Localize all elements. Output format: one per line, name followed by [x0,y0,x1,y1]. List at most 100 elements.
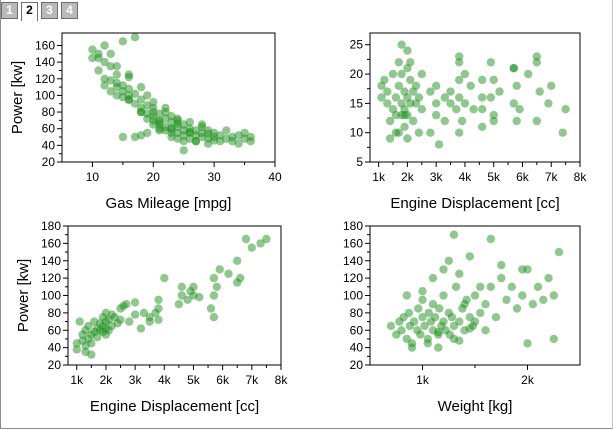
y-tick-label: 20 [350,358,364,372]
y-tick-label: 140 [41,254,61,268]
data-point [222,126,231,135]
x-tick-label: 8k [275,373,289,387]
data-point [124,72,134,82]
data-point [469,105,478,114]
data-point [409,317,419,326]
x-tick-label: 40 [268,170,282,184]
data-point [440,93,449,102]
y-tick-label: 160 [343,236,363,250]
data-point [439,265,448,274]
data-point [130,99,140,108]
data-point [179,146,188,155]
scatter-plot-2: 1k 2k 3k 4k 5k 6k 7k 8k 5 10 15 20 25 Engine Displace… [350,32,587,212]
data-point [143,91,152,100]
y-tick-label: 40 [350,341,364,355]
y-tick-label: 180 [343,219,363,233]
data-point [535,87,544,96]
data-point [145,317,154,326]
data-point [512,304,522,313]
data-point [455,269,464,278]
tab-2[interactable]: 2 [21,2,38,21]
data-point [139,308,149,318]
data-point [447,313,457,322]
data-point [478,122,487,131]
tab-1[interactable]: 1 [1,2,18,19]
x-axis-label: Engine Displacement [cc] [390,195,559,212]
data-point [119,301,128,311]
y-tick-label: 80 [48,306,62,320]
data-point [155,126,164,135]
x-tick-label: 7k [245,373,259,387]
data-point [154,315,163,324]
y-tick-label: 100 [41,289,61,303]
y-tick-label: 120 [343,271,363,285]
data-point [247,243,256,252]
data-point [426,128,435,137]
data-point [428,273,438,283]
data-point [185,117,194,127]
x-tick-label: 1k [416,373,430,387]
y-tick-label: 5 [356,155,363,169]
data-point [533,282,543,291]
data-point [512,81,521,91]
data-point [406,75,415,85]
tab-4[interactable]: 4 [61,2,78,19]
data-point [383,87,392,96]
x-tick-label: 2k [100,373,114,387]
data-point [174,300,184,309]
data-point [185,127,194,137]
data-point [106,87,115,96]
data-point [84,321,93,331]
data-point [491,313,501,322]
data-point [81,347,90,357]
x-tick-label: 4k [158,373,172,387]
scatter-plot-1: 10 20 30 40 20 40 60 80 100 120 140 160 Gas Mileage … [9,32,282,212]
data-point [561,105,570,114]
data-point [197,120,207,129]
data-point [518,291,527,300]
data-point [455,52,464,61]
data-point [173,114,182,123]
data-point [539,295,548,304]
y-tick-label: 25 [350,38,364,52]
data-point [554,247,564,257]
x-axis-label: Engine Displacement [cc] [90,398,259,415]
data-point [106,49,115,58]
data-point [136,82,146,92]
data-point [434,140,444,149]
data-point [209,291,219,300]
data-point [414,304,423,313]
data-point [507,282,516,291]
data-point [420,321,429,331]
y-tick-label: 40 [42,138,56,152]
scatter-plot-4: 1k 2k 20 40 60 80 100 120 140 160 180 Weight [kg] [343,219,581,415]
data-point [106,62,115,71]
data-point [414,93,424,102]
data-point [430,313,440,322]
y-tick-label: 140 [35,55,55,69]
data-point [406,58,415,67]
y-tick-label: 60 [350,323,364,337]
data-point [160,273,169,283]
data-point [509,99,518,108]
data-point [397,110,406,120]
tab-3[interactable]: 3 [41,2,58,19]
data-point [246,132,255,142]
x-tick-label: 3k [430,170,444,184]
y-tick-label: 120 [41,271,61,285]
data-point [409,116,418,126]
data-point [124,95,134,104]
data-point [183,295,192,304]
data-point [497,260,506,270]
x-tick-label: 5k [187,373,201,387]
y-tick-label: 120 [35,72,55,86]
data-point [88,45,97,54]
data-point [209,136,219,145]
x-tick-label: 4k [459,170,473,184]
plot-frame [369,32,581,163]
data-point [240,128,249,138]
data-point [87,339,96,348]
data-point [478,105,487,114]
data-point [528,300,537,309]
